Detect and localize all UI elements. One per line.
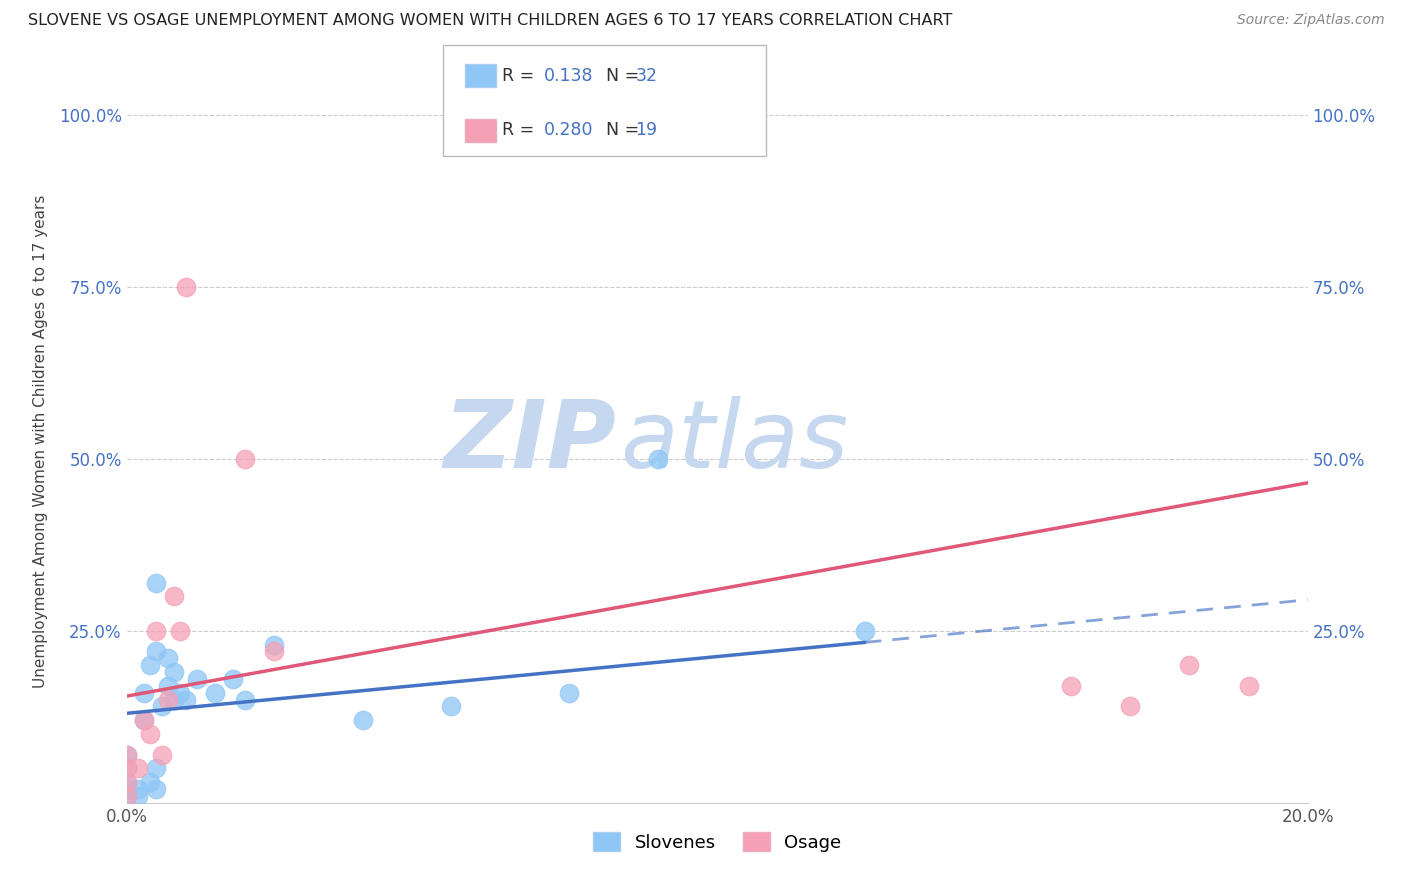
Point (1119, 699, 1142, 714)
Point (115, 747, 138, 762)
Text: 0.280: 0.280 (544, 121, 593, 139)
Point (134, 713, 156, 727)
Point (169, 686, 191, 700)
Text: N =: N = (595, 121, 644, 139)
Legend: Slovenes, Osage: Slovenes, Osage (586, 825, 848, 859)
Point (156, 679, 179, 693)
Point (352, 713, 374, 727)
Point (150, 747, 173, 762)
Point (558, 686, 581, 700)
Point (1060, 679, 1083, 693)
Text: R =: R = (502, 67, 540, 85)
Point (263, 638, 285, 652)
Point (139, 775, 162, 789)
Text: ZIP: ZIP (444, 395, 617, 488)
Point (222, 672, 245, 686)
Y-axis label: Unemployment Among Women with Children Ages 6 to 17 years: Unemployment Among Women with Children A… (32, 194, 48, 689)
Point (145, 575, 167, 590)
Point (115, 789, 138, 803)
Point (145, 761, 167, 775)
Point (115, 747, 138, 762)
Point (156, 651, 179, 665)
Point (647, 451, 669, 466)
Point (169, 624, 191, 638)
Text: N =: N = (595, 67, 644, 85)
Point (853, 624, 876, 638)
Point (115, 782, 138, 797)
Point (145, 644, 167, 658)
Point (1178, 658, 1201, 673)
Point (134, 713, 156, 727)
Point (156, 692, 179, 706)
Point (263, 644, 285, 658)
Point (115, 761, 138, 775)
Point (127, 789, 149, 803)
Point (150, 699, 173, 714)
Point (233, 692, 256, 706)
Point (115, 761, 138, 775)
Point (139, 658, 162, 673)
Text: 32: 32 (636, 67, 658, 85)
Point (186, 672, 208, 686)
Point (145, 782, 167, 797)
Point (139, 727, 162, 741)
Point (163, 692, 186, 706)
Point (1237, 679, 1260, 693)
Text: Source: ZipAtlas.com: Source: ZipAtlas.com (1237, 13, 1385, 28)
Text: 0.138: 0.138 (544, 67, 593, 85)
Point (115, 775, 138, 789)
Point (233, 451, 256, 466)
Point (115, 775, 138, 789)
Point (134, 686, 156, 700)
Point (163, 665, 186, 679)
Point (174, 692, 197, 706)
Point (174, 279, 197, 293)
Point (204, 686, 226, 700)
Point (145, 624, 167, 638)
Text: R =: R = (502, 121, 540, 139)
Text: SLOVENE VS OSAGE UNEMPLOYMENT AMONG WOMEN WITH CHILDREN AGES 6 TO 17 YEARS CORRE: SLOVENE VS OSAGE UNEMPLOYMENT AMONG WOME… (28, 13, 952, 29)
Text: 19: 19 (636, 121, 658, 139)
Point (127, 782, 149, 797)
Point (115, 789, 138, 803)
Text: atlas: atlas (620, 396, 848, 487)
Point (440, 699, 463, 714)
Point (163, 590, 186, 604)
Point (127, 761, 149, 775)
